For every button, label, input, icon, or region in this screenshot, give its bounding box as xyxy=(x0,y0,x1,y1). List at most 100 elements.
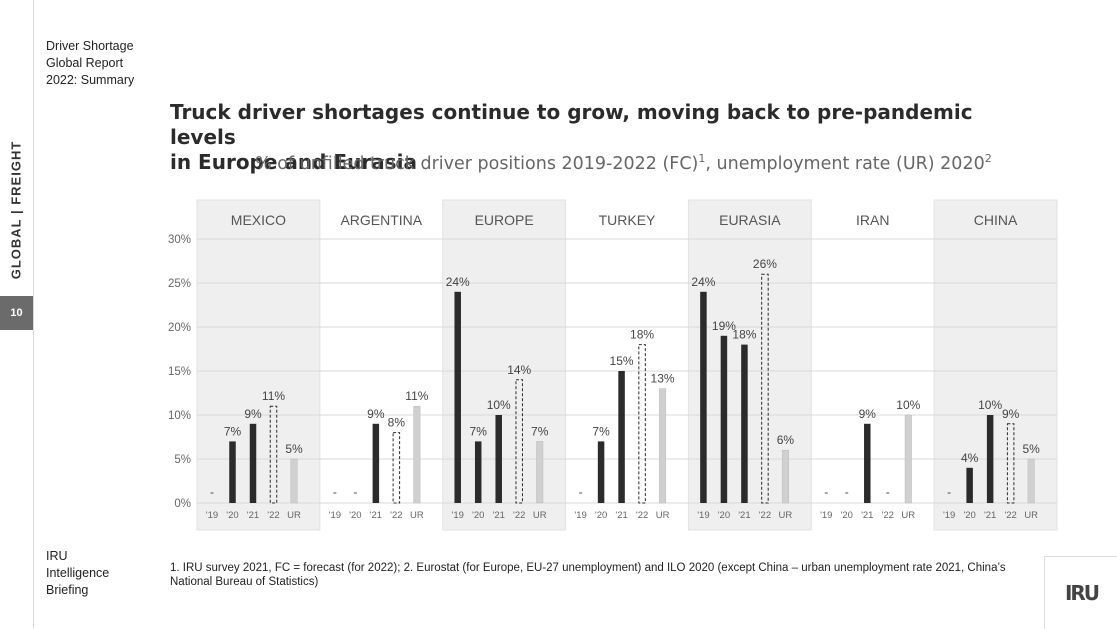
x-tick-label: '20 xyxy=(472,510,484,521)
x-tick-label: UR xyxy=(533,510,547,521)
x-tick-label: '21 xyxy=(370,510,382,521)
panel-background xyxy=(687,199,812,531)
data-bar xyxy=(372,423,380,503)
subtitle-text: % of unfilled truck driver positions 201… xyxy=(255,153,699,174)
data-label: 18% xyxy=(732,328,756,342)
panel-header: IRAN xyxy=(856,212,889,228)
unemployment-bar xyxy=(1027,458,1035,504)
x-tick-label: '21 xyxy=(861,510,873,521)
data-label: - xyxy=(845,485,849,499)
x-tick-label: '19 xyxy=(820,510,832,521)
x-tick-label: UR xyxy=(1024,510,1038,521)
x-tick-label: '19 xyxy=(452,510,464,521)
subtitle-footnote-ref-1: 1 xyxy=(698,152,706,165)
x-tick-label: '20 xyxy=(595,510,607,521)
briefing-label: IRU Intelligence Briefing xyxy=(46,548,109,599)
y-tick-label: 0% xyxy=(174,498,191,510)
chart-subtitle: % of unfilled truck driver positions 201… xyxy=(255,152,992,174)
data-label: 8% xyxy=(388,416,406,430)
data-label: 10% xyxy=(487,398,511,412)
data-bar xyxy=(597,441,605,503)
data-label: 9% xyxy=(1002,407,1020,421)
data-label: 26% xyxy=(753,257,777,271)
data-bar xyxy=(249,423,257,503)
unemployment-bar xyxy=(413,405,421,504)
page-title: Truck driver shortages continue to grow,… xyxy=(170,100,990,175)
unemployment-bar xyxy=(659,388,667,504)
data-label: - xyxy=(579,485,583,499)
x-tick-label: '19 xyxy=(329,510,341,521)
forecast-bar xyxy=(638,344,646,504)
data-bar xyxy=(495,415,502,503)
data-label: 6% xyxy=(777,433,795,447)
x-tick-label: '22 xyxy=(882,510,894,521)
x-tick-label: '21 xyxy=(984,510,996,521)
data-bar xyxy=(229,441,236,503)
y-tick-label: 5% xyxy=(174,454,191,466)
x-tick-label: '21 xyxy=(615,510,627,521)
x-tick-label: '21 xyxy=(738,510,750,521)
briefing-line2: Intelligence xyxy=(46,566,110,580)
x-tick-label: '21 xyxy=(247,510,259,521)
data-label: - xyxy=(210,485,214,499)
iru-logo-text: IRU xyxy=(1064,581,1100,605)
x-tick-label: '20 xyxy=(718,510,730,521)
y-tick-label: 15% xyxy=(168,366,191,378)
data-label: 9% xyxy=(244,407,262,421)
data-label: 7% xyxy=(470,424,488,438)
x-tick-label: '19 xyxy=(943,510,955,521)
x-tick-label: '22 xyxy=(390,510,402,521)
data-bar xyxy=(454,291,461,503)
data-label: 24% xyxy=(446,275,470,289)
data-label: - xyxy=(886,485,890,499)
briefing-line3: Briefing xyxy=(46,583,89,597)
data-label: 24% xyxy=(691,275,715,289)
page-title-line1: Truck driver shortages continue to grow,… xyxy=(170,100,973,149)
data-bar xyxy=(474,441,482,503)
data-label: 7% xyxy=(224,424,242,438)
data-label: - xyxy=(947,485,951,499)
data-bar xyxy=(700,291,707,503)
data-label: 11% xyxy=(262,389,285,403)
subtitle-footnote-ref-2: 2 xyxy=(984,152,992,165)
data-label: 13% xyxy=(651,372,675,386)
data-label: 10% xyxy=(978,398,1002,412)
data-label: 18% xyxy=(630,328,654,342)
panel-header: TURKEY xyxy=(599,212,656,228)
panel-background xyxy=(442,199,567,531)
x-tick-label: '20 xyxy=(226,510,238,521)
panel-header: EURASIA xyxy=(719,212,781,228)
data-bar xyxy=(966,467,973,503)
sidebar: GLOBAL | FREIGHT 10 xyxy=(0,0,34,628)
data-label: 19% xyxy=(712,319,736,333)
data-bar xyxy=(986,415,994,503)
unemployment-bar xyxy=(536,441,544,504)
data-label: 10% xyxy=(896,398,920,412)
data-label: - xyxy=(333,485,337,499)
data-bar xyxy=(741,344,748,503)
report-title-line3: 2022: Summary xyxy=(46,73,135,87)
x-tick-label: UR xyxy=(656,510,670,521)
x-tick-label: '19 xyxy=(574,510,586,521)
x-tick-label: '22 xyxy=(513,510,525,521)
x-tick-label: '22 xyxy=(267,510,279,521)
panel-header: EUROPE xyxy=(475,212,534,228)
report-title-line2: Global Report xyxy=(46,56,124,70)
footnote: 1. IRU survey 2021, FC = forecast (for 2… xyxy=(170,562,1006,588)
report-title: Driver Shortage Global Report 2022: Summ… xyxy=(46,38,134,89)
panel-header: MEXICO xyxy=(231,212,286,228)
forecast-bar xyxy=(1006,423,1015,504)
y-tick-label: 10% xyxy=(168,410,191,422)
x-tick-label: '22 xyxy=(636,510,648,521)
forecast-bar xyxy=(515,379,523,504)
x-tick-label: UR xyxy=(287,510,301,521)
y-tick-label: 25% xyxy=(168,278,191,290)
y-tick-label: 30% xyxy=(168,234,191,246)
unemployment-bar xyxy=(904,414,912,504)
x-tick-label: '19 xyxy=(697,510,709,521)
panel-background xyxy=(196,199,321,531)
x-tick-label: '19 xyxy=(206,510,218,521)
forecast-bar xyxy=(761,273,769,504)
data-label: 14% xyxy=(507,363,531,377)
